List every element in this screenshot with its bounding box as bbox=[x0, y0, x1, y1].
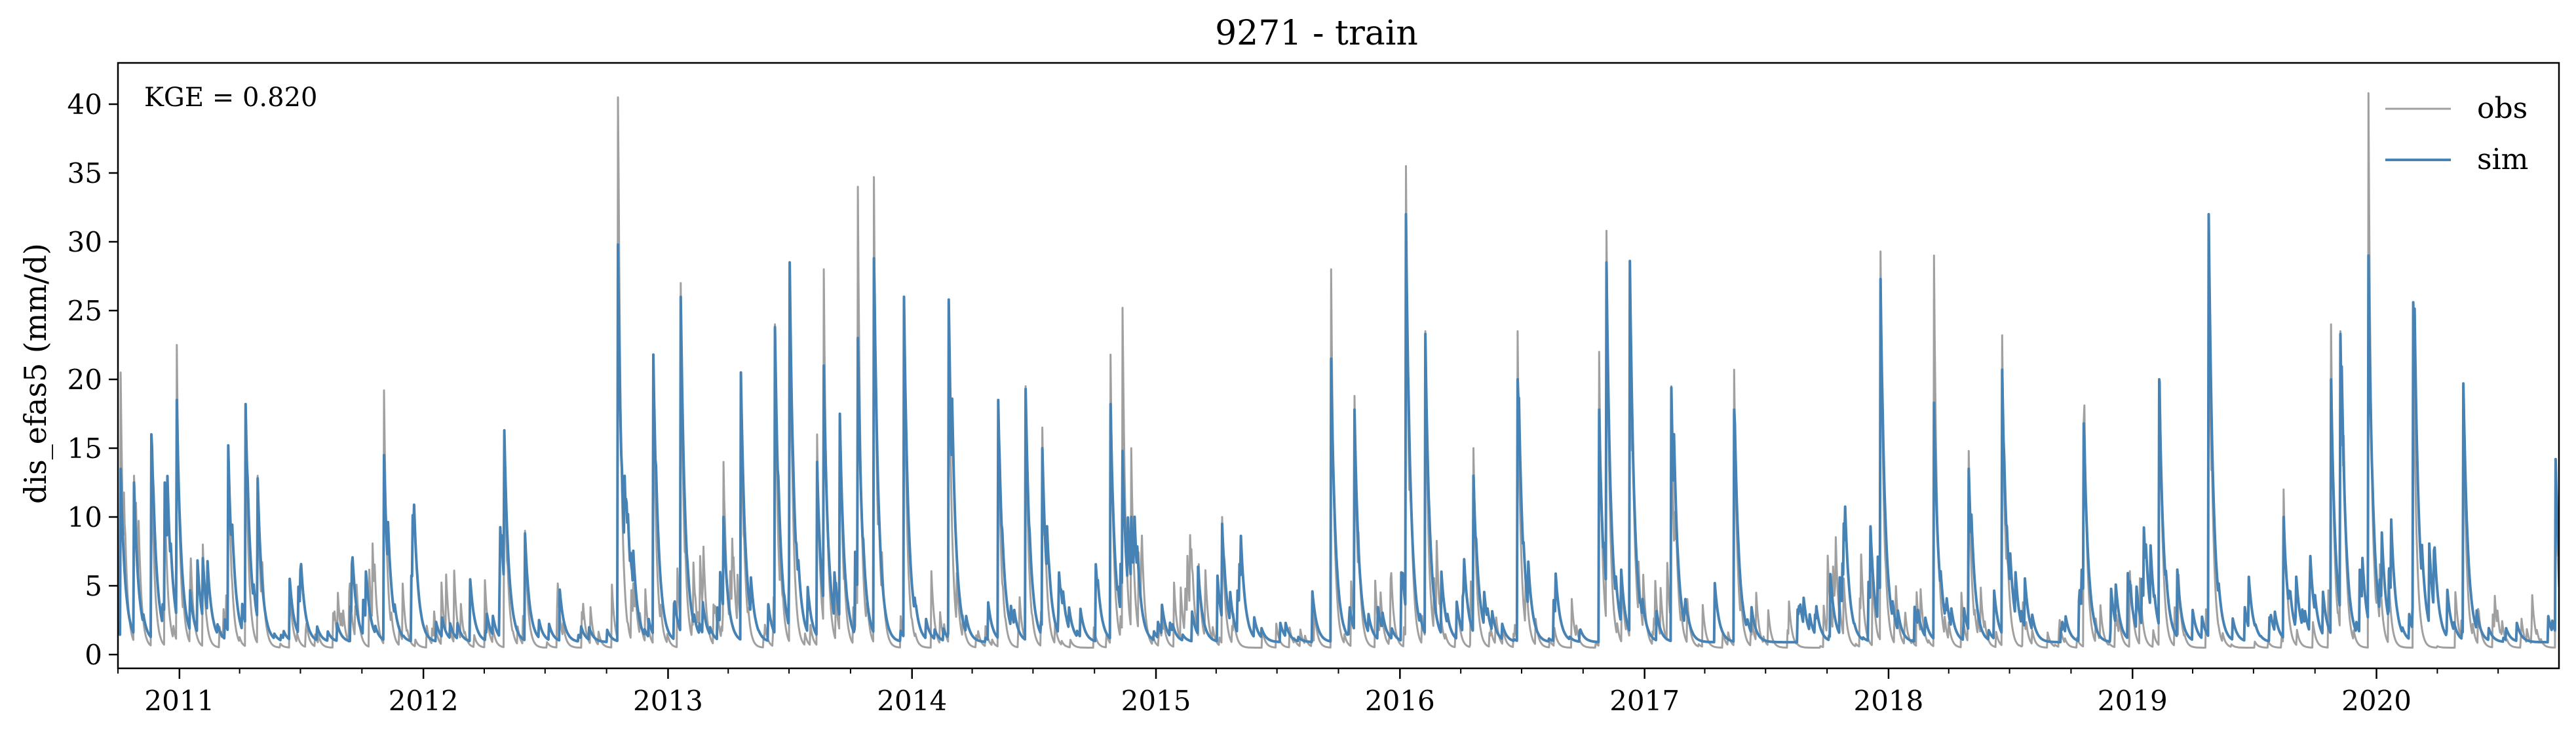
y-tick-label: 10 bbox=[67, 501, 102, 533]
x-tick-label: 2013 bbox=[633, 685, 703, 717]
y-tick-label: 0 bbox=[85, 639, 102, 671]
x-tick-label: 2017 bbox=[1609, 685, 1680, 717]
legend-label-obs: obs bbox=[2477, 92, 2528, 125]
x-tick-label: 2014 bbox=[877, 685, 947, 717]
series-line-sim bbox=[118, 213, 2559, 644]
x-tick-label: 2015 bbox=[1121, 685, 1191, 717]
series-lines bbox=[118, 92, 2559, 649]
legend-label-sim: sim bbox=[2477, 143, 2528, 176]
y-tick-label: 25 bbox=[67, 295, 102, 327]
y-tick-label: 35 bbox=[67, 157, 102, 189]
y-axis-label: dis_efas5 (mm/d) bbox=[18, 243, 53, 504]
x-tick-label: 2020 bbox=[2341, 685, 2412, 717]
chart-title: 9271 - train bbox=[1215, 14, 1418, 53]
y-tick-label: 30 bbox=[67, 226, 102, 258]
plot-area: 0 5 10 15 20 25 30 35 40 2011 2012 2013 2014 2015 2016… bbox=[67, 62, 2560, 717]
kge-annotation: KGE = 0.820 bbox=[144, 83, 318, 113]
x-tick-label: 2012 bbox=[389, 685, 459, 717]
y-tick-label: 40 bbox=[67, 88, 102, 121]
x-tick-label: 2019 bbox=[2098, 685, 2168, 717]
x-tick-label: 2018 bbox=[1854, 685, 1924, 717]
x-tick-label: 2011 bbox=[144, 685, 214, 717]
y-tick-label: 20 bbox=[67, 364, 102, 396]
y-tick-label: 5 bbox=[85, 570, 102, 602]
y-tick-label: 15 bbox=[67, 432, 102, 465]
x-tick-label: 2016 bbox=[1365, 685, 1435, 717]
